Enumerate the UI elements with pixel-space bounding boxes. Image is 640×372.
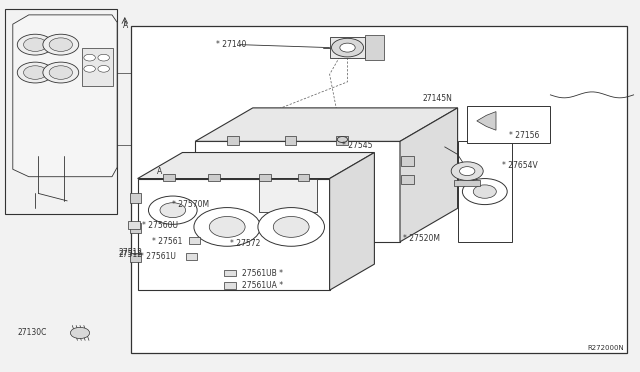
Text: A: A	[157, 167, 162, 176]
Polygon shape	[195, 108, 458, 141]
Text: * 27561: * 27561	[152, 237, 182, 246]
Circle shape	[84, 65, 95, 72]
Bar	[401, 175, 414, 184]
Circle shape	[24, 38, 47, 51]
Circle shape	[258, 208, 324, 246]
Text: * 27545: * 27545	[342, 141, 373, 150]
Polygon shape	[454, 180, 480, 186]
Circle shape	[84, 54, 95, 61]
Bar	[467, 106, 550, 143]
Bar	[298, 174, 309, 181]
Bar	[130, 193, 141, 203]
Circle shape	[273, 217, 309, 237]
Circle shape	[337, 137, 348, 142]
Polygon shape	[13, 15, 117, 177]
Circle shape	[17, 34, 53, 55]
Text: * 27520M: * 27520M	[403, 234, 440, 243]
Circle shape	[98, 54, 109, 61]
Bar	[227, 136, 239, 145]
Bar	[138, 179, 330, 290]
Bar	[130, 223, 141, 232]
Bar	[336, 136, 348, 145]
Text: * 27140: * 27140	[216, 40, 246, 49]
Bar	[128, 221, 140, 229]
Bar	[208, 174, 220, 181]
Bar	[365, 35, 384, 60]
Circle shape	[24, 66, 47, 79]
Text: 27561UB *: 27561UB *	[242, 269, 283, 278]
Bar	[401, 156, 414, 166]
Bar	[189, 237, 200, 244]
Text: 27130C: 27130C	[18, 328, 47, 337]
Circle shape	[49, 38, 72, 51]
Bar	[130, 253, 141, 262]
Polygon shape	[400, 108, 458, 242]
Circle shape	[43, 34, 79, 55]
Circle shape	[98, 65, 109, 72]
Circle shape	[17, 62, 53, 83]
Circle shape	[194, 208, 260, 246]
Bar	[458, 141, 512, 242]
Bar	[82, 48, 113, 86]
Polygon shape	[477, 112, 496, 130]
Text: A: A	[123, 21, 128, 30]
Circle shape	[70, 327, 90, 339]
Circle shape	[209, 217, 245, 237]
Circle shape	[340, 43, 355, 52]
Bar	[285, 136, 296, 145]
Bar	[163, 174, 175, 181]
Circle shape	[148, 196, 197, 224]
Text: 27145N: 27145N	[422, 94, 452, 103]
Text: * 27156: * 27156	[509, 131, 539, 140]
Text: * 27560U: * 27560U	[142, 221, 178, 230]
Bar	[195, 141, 400, 242]
Polygon shape	[138, 153, 374, 179]
Text: 27512: 27512	[118, 248, 143, 257]
Circle shape	[451, 162, 483, 180]
Circle shape	[462, 179, 507, 205]
Polygon shape	[330, 153, 374, 290]
Bar	[5, 9, 117, 214]
Bar	[186, 253, 197, 260]
Bar	[330, 37, 365, 58]
Bar	[259, 179, 317, 212]
Circle shape	[474, 185, 497, 198]
Text: * 27654V: * 27654V	[502, 161, 538, 170]
Circle shape	[43, 62, 79, 83]
Circle shape	[160, 203, 186, 218]
Text: * 27561U: * 27561U	[140, 252, 175, 261]
Bar	[131, 26, 627, 353]
Bar	[224, 282, 236, 289]
Circle shape	[49, 66, 72, 79]
Text: 27512: 27512	[118, 250, 143, 259]
Circle shape	[332, 38, 364, 57]
Bar	[224, 270, 236, 276]
Circle shape	[460, 167, 475, 176]
Bar	[259, 174, 271, 181]
Text: 27561UA *: 27561UA *	[242, 281, 283, 290]
Text: * 27570M: * 27570M	[172, 200, 209, 209]
Text: * 27572: * 27572	[230, 239, 260, 248]
Text: R272000N: R272000N	[588, 345, 624, 351]
